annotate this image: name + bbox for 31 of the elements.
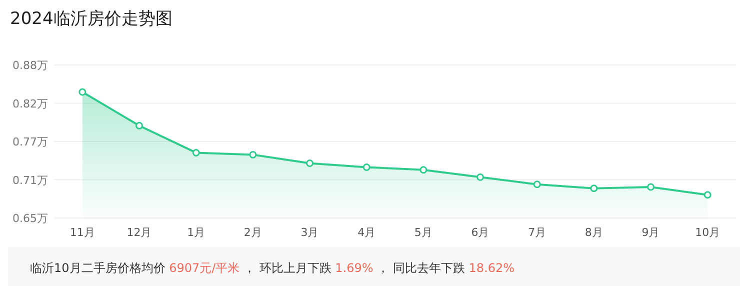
point bbox=[476, 173, 484, 181]
point bbox=[192, 148, 200, 156]
y-tick-label: 0.77万 bbox=[12, 136, 48, 148]
point bbox=[362, 163, 370, 171]
x-tick-label: 5月 bbox=[414, 226, 432, 239]
x-tick-label: 12月 bbox=[126, 226, 152, 239]
x-tick-label: 3月 bbox=[300, 226, 319, 239]
x-tick-label: 8月 bbox=[584, 226, 603, 239]
y-tick-label: 0.65万 bbox=[12, 212, 48, 225]
y-tick-label: 0.71万 bbox=[12, 174, 48, 187]
x-tick-label: 10月 bbox=[695, 226, 720, 239]
y-tick-label: 0.88万 bbox=[12, 59, 48, 72]
x-tick-label: 2月 bbox=[244, 226, 262, 239]
point bbox=[420, 166, 428, 174]
x-tick-label: 1月 bbox=[187, 226, 206, 239]
point bbox=[249, 150, 257, 158]
text: 临沂10月二手房价格均价 6907元/平米 ， 环比上月下跌 1.69% ， 同比去年下跌 18.62% bbox=[30, 261, 515, 275]
point bbox=[647, 183, 654, 191]
point bbox=[78, 88, 86, 96]
point bbox=[136, 122, 143, 130]
point bbox=[590, 184, 598, 192]
x-tick-label: 4月 bbox=[358, 226, 376, 239]
x-tick-label: 9月 bbox=[642, 226, 660, 239]
chart-title: 2024临沂房价走势图 bbox=[10, 9, 172, 29]
x-tick-label: 11月 bbox=[70, 226, 95, 239]
point bbox=[533, 180, 541, 188]
x-tick-label: 7月 bbox=[528, 226, 546, 239]
x-tick-label: 6月 bbox=[471, 226, 490, 239]
point bbox=[306, 160, 314, 167]
y-tick-label: 0.82万 bbox=[12, 97, 48, 110]
point bbox=[704, 191, 712, 199]
